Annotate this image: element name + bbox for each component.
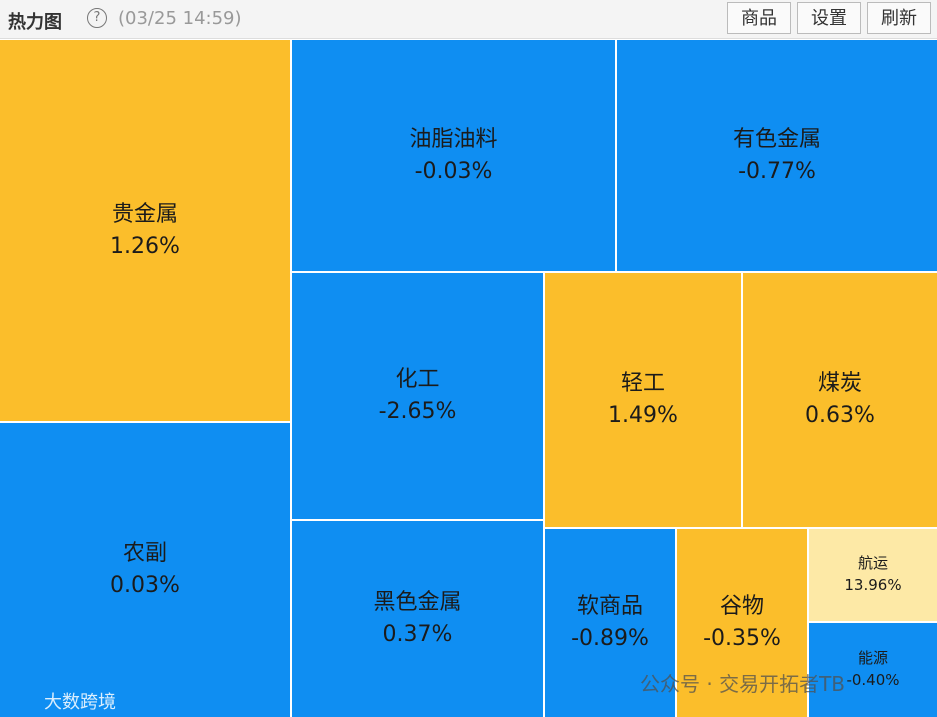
tile[interactable]: 能源 -0.40% bbox=[809, 623, 937, 717]
watermark: 公众号 · 交易开拓者TB bbox=[640, 672, 846, 696]
tile-value: -2.65% bbox=[378, 399, 457, 424]
tile-label: 贵金属 bbox=[111, 201, 178, 227]
tile[interactable]: 贵金属 1.26% bbox=[0, 40, 290, 421]
header-button[interactable]: 商品 bbox=[727, 2, 791, 34]
header-button[interactable]: 设置 bbox=[797, 2, 861, 34]
tile[interactable]: 油脂油料 -0.03% bbox=[292, 40, 615, 271]
tile-value: -0.77% bbox=[738, 158, 816, 184]
tile[interactable]: 化工 -2.65% bbox=[292, 273, 543, 519]
tile-label: 航运 bbox=[857, 554, 888, 573]
tile-label: 软商品 bbox=[576, 594, 643, 620]
title: 热力图 bbox=[8, 12, 62, 33]
tile-label: 有色金属 bbox=[732, 126, 821, 152]
tile-label: 化工 bbox=[395, 367, 440, 393]
tile-label: 农副 bbox=[122, 541, 167, 567]
tile-value: -0.40% bbox=[846, 671, 900, 689]
tile-value: 13.96% bbox=[844, 576, 902, 594]
header-button[interactable]: 刷新 bbox=[867, 2, 931, 34]
tile[interactable]: 谷物 -0.35% bbox=[677, 529, 807, 717]
tile-label: 煤炭 bbox=[817, 371, 862, 397]
tile-value: -0.35% bbox=[703, 626, 781, 651]
tile-label: 黑色金属 bbox=[373, 590, 462, 616]
tile-label: 谷物 bbox=[719, 594, 764, 620]
tile-value: -0.03% bbox=[414, 158, 493, 184]
timestamp: (03/25 14:59) bbox=[118, 8, 242, 29]
tile-label: 油脂油料 bbox=[409, 126, 498, 152]
tile-value: -0.89% bbox=[571, 626, 649, 651]
watermark: 大数跨境 bbox=[44, 692, 116, 713]
tile[interactable]: 航运 13.96% bbox=[809, 529, 937, 621]
tile-value: 0.37% bbox=[382, 622, 453, 647]
tile-value: 0.63% bbox=[805, 403, 875, 428]
tile[interactable]: 黑色金属 0.37% bbox=[292, 521, 543, 717]
tile-label: 轻工 bbox=[620, 371, 665, 397]
tile[interactable]: 农副 0.03% bbox=[0, 423, 290, 717]
header: 热力图 ? (03/25 14:59) 商品 设置 刷新 bbox=[0, 0, 937, 39]
tile-value: 1.49% bbox=[608, 403, 678, 428]
tile-value: 0.03% bbox=[110, 573, 180, 598]
tile-value: 1.26% bbox=[110, 233, 180, 259]
tile[interactable]: 轻工 1.49% bbox=[545, 273, 741, 527]
tile-label: 能源 bbox=[857, 649, 888, 668]
help-icon[interactable]: ? bbox=[87, 8, 107, 28]
tile[interactable]: 软商品 -0.89% bbox=[545, 529, 675, 717]
tile[interactable]: 有色金属 -0.77% bbox=[617, 40, 937, 271]
tile[interactable]: 煤炭 0.63% bbox=[743, 273, 937, 527]
